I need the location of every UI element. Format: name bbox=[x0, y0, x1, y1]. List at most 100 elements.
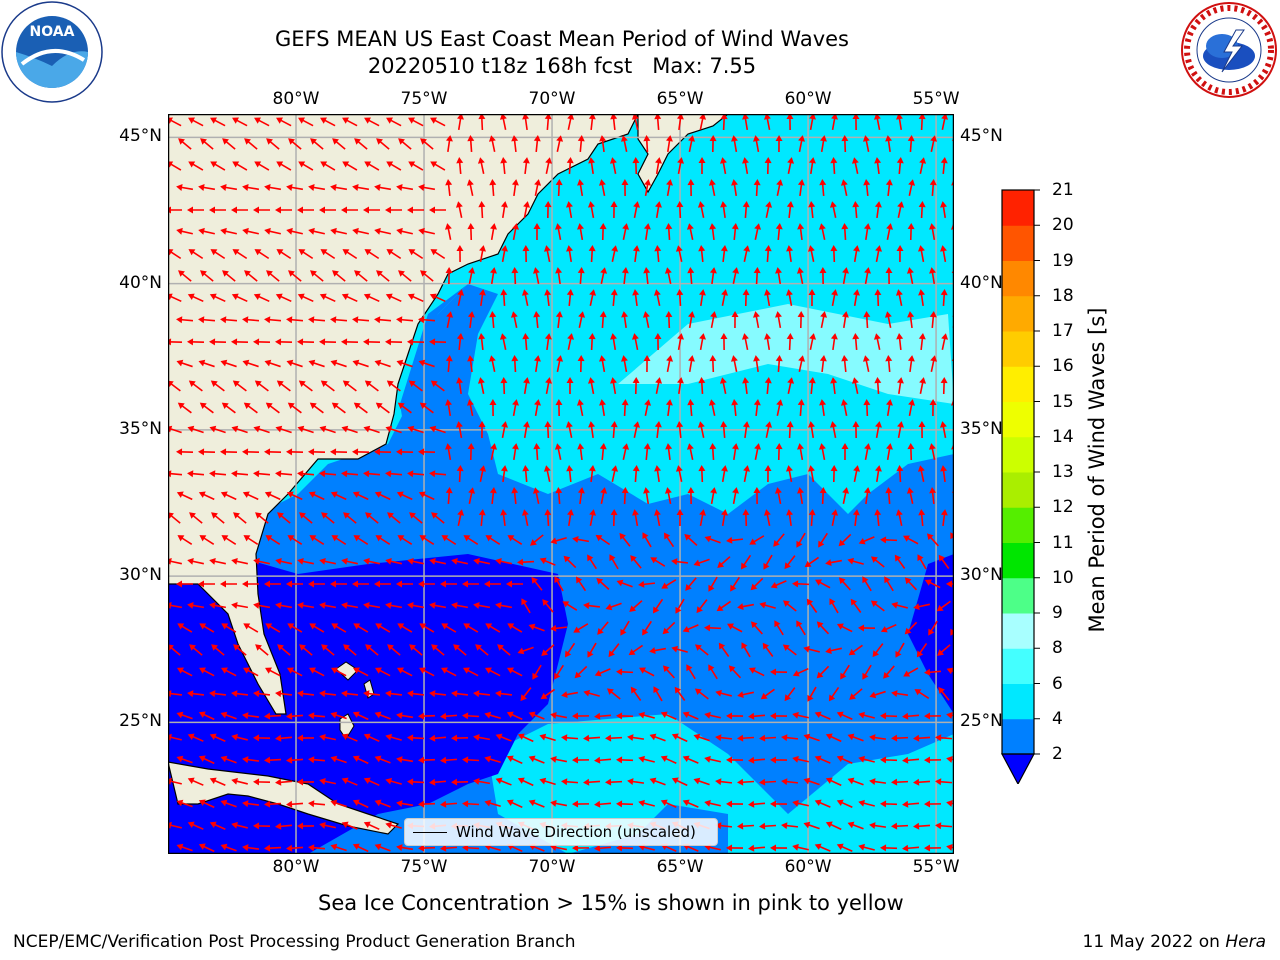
wave-direction-arrow bbox=[753, 399, 761, 417]
lon-label-bottom: 60°W bbox=[784, 857, 832, 877]
wave-direction-arrow bbox=[825, 777, 842, 787]
wave-direction-arrow bbox=[297, 293, 314, 303]
colorbar-tick-label: 9 bbox=[1052, 603, 1063, 623]
wave-direction-arrow bbox=[809, 114, 816, 131]
wave-direction-arrow bbox=[572, 800, 590, 808]
wave-direction-arrow bbox=[331, 535, 347, 546]
wave-direction-arrow bbox=[353, 402, 368, 414]
wave-direction-arrow bbox=[231, 777, 248, 785]
wave-direction-arrow bbox=[598, 179, 606, 197]
wave-direction-arrow bbox=[896, 465, 904, 483]
wave-direction-arrow bbox=[671, 733, 688, 743]
wave-direction-arrow bbox=[456, 333, 464, 351]
wave-direction-arrow bbox=[462, 756, 480, 764]
wave-direction-arrow bbox=[319, 733, 336, 741]
wave-direction-arrow bbox=[532, 664, 542, 680]
wave-direction-arrow bbox=[610, 509, 618, 527]
wave-direction-arrow bbox=[253, 470, 271, 478]
lon-label-top: 55°W bbox=[912, 89, 960, 109]
wave-direction-arrow bbox=[550, 624, 568, 632]
wave-direction-arrow bbox=[750, 577, 764, 591]
wave-direction-arrow bbox=[407, 206, 425, 214]
wave-direction-arrow bbox=[891, 601, 908, 609]
wave-direction-arrow bbox=[792, 755, 809, 763]
wave-direction-arrow bbox=[232, 161, 248, 171]
wave-direction-arrow bbox=[796, 267, 804, 285]
wave-direction-arrow bbox=[907, 135, 915, 153]
wave-direction-arrow bbox=[176, 227, 193, 235]
wave-direction-arrow bbox=[759, 778, 777, 786]
wave-direction-arrow bbox=[577, 223, 584, 241]
wave-direction-arrow bbox=[330, 448, 348, 456]
wave-direction-arrow bbox=[803, 777, 820, 786]
wave-direction-arrow bbox=[583, 778, 601, 786]
wave-direction-arrow bbox=[710, 487, 717, 505]
wave-direction-arrow bbox=[847, 557, 864, 565]
wave-direction-arrow bbox=[523, 201, 531, 219]
wave-direction-arrow bbox=[880, 536, 898, 544]
wave-direction-arrow bbox=[566, 465, 574, 483]
chart-title: GEFS MEAN US East Coast Mean Period of W… bbox=[275, 27, 849, 51]
wave-direction-arrow bbox=[319, 602, 337, 609]
wave-direction-arrow bbox=[611, 465, 619, 482]
wave-direction-arrow bbox=[864, 267, 871, 285]
wave-direction-arrow bbox=[649, 777, 666, 786]
wave-direction-arrow bbox=[297, 822, 315, 830]
wave-direction-arrow bbox=[363, 293, 380, 303]
wave-direction-arrow bbox=[501, 421, 509, 439]
wave-direction-arrow bbox=[872, 643, 884, 658]
wave-direction-arrow bbox=[445, 135, 453, 153]
wave-direction-arrow bbox=[675, 465, 683, 482]
wave-direction-arrow bbox=[814, 843, 831, 852]
wave-direction-arrow bbox=[781, 734, 799, 742]
wave-direction-arrow bbox=[168, 117, 182, 127]
wave-direction-arrow bbox=[511, 267, 519, 285]
wave-direction-arrow bbox=[704, 755, 721, 763]
wave-direction-arrow bbox=[698, 245, 706, 263]
wave-direction-arrow bbox=[935, 822, 953, 830]
colorbar-tick-label: 21 bbox=[1052, 180, 1074, 200]
wave-direction-arrow bbox=[797, 399, 805, 417]
wave-direction-arrow bbox=[775, 223, 783, 241]
wave-direction-arrow bbox=[838, 533, 852, 547]
wave-direction-arrow bbox=[831, 114, 838, 131]
wave-direction-arrow bbox=[643, 355, 651, 373]
wave-direction-arrow bbox=[533, 355, 541, 373]
wave-direction-arrow bbox=[884, 311, 892, 328]
wave-direction-arrow bbox=[187, 206, 205, 214]
wave-direction-arrow bbox=[479, 465, 487, 482]
wave-direction-arrow bbox=[374, 755, 391, 764]
wave-direction-arrow bbox=[665, 399, 673, 417]
wave-direction-arrow bbox=[803, 821, 820, 830]
wave-direction-arrow bbox=[589, 289, 597, 306]
wave-direction-arrow bbox=[621, 355, 628, 373]
wave-direction-arrow bbox=[418, 844, 436, 852]
wave-direction-arrow bbox=[696, 599, 708, 614]
wave-direction-arrow bbox=[308, 491, 325, 501]
footer-host: Hera bbox=[1225, 932, 1266, 952]
wave-direction-arrow bbox=[891, 778, 909, 786]
wave-direction-arrow bbox=[880, 844, 898, 852]
wave-direction-arrow bbox=[913, 734, 931, 742]
wave-direction-arrow bbox=[539, 777, 556, 786]
wave-direction-arrow bbox=[782, 600, 797, 612]
wave-direction-arrow bbox=[862, 355, 870, 372]
wave-direction-arrow bbox=[352, 580, 370, 588]
wave-direction-arrow bbox=[418, 227, 435, 235]
wave-direction-arrow bbox=[662, 621, 676, 635]
wave-direction-arrow bbox=[622, 223, 630, 241]
wave-direction-arrow bbox=[588, 377, 595, 395]
wave-direction-arrow bbox=[704, 535, 721, 544]
wave-direction-arrow bbox=[385, 777, 402, 785]
wave-direction-arrow bbox=[619, 532, 631, 547]
wave-direction-arrow bbox=[286, 580, 304, 588]
wave-direction-arrow bbox=[363, 821, 380, 831]
colorbar-segment bbox=[1002, 436, 1034, 473]
wave-direction-arrow bbox=[308, 359, 325, 368]
wave-direction-arrow bbox=[797, 223, 805, 241]
wave-direction-arrow bbox=[599, 355, 606, 373]
wave-direction-arrow bbox=[286, 448, 304, 456]
wave-direction-arrow bbox=[572, 712, 590, 720]
wave-direction-arrow bbox=[467, 355, 475, 373]
wave-direction-arrow bbox=[828, 686, 840, 702]
